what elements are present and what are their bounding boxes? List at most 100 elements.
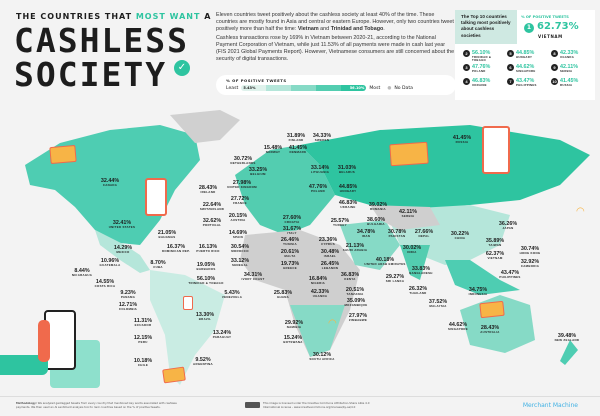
map-label-value: 33.83% [411, 266, 431, 272]
rank-value: 56.10% [472, 50, 491, 56]
map-label-country: NAMIBIA [286, 325, 302, 329]
map-label-value: 12.15% [133, 335, 153, 341]
map-label: 30.48% ISRAEL [321, 249, 339, 258]
methodology-label: Methodology: [16, 401, 37, 405]
map-label-value: 15.24% [283, 335, 303, 341]
map-label: 41.45% DENMARK [289, 145, 307, 154]
map-label-value: 27.72% [230, 196, 250, 202]
map-label-country: ISRAEL [323, 254, 337, 258]
map-label-value: 15.48% [263, 145, 283, 151]
map-label-value: 26.32% [408, 286, 428, 292]
top10-item: 4 46.83% UKRAINE [463, 78, 490, 87]
qr-code-phone-icon [145, 178, 167, 216]
greenland [170, 110, 240, 143]
map-label-country: NIGERIA [310, 281, 326, 285]
map-label-value: 47.76% [308, 184, 328, 190]
rank-country: TRINIDAD & TOBAGO [472, 55, 492, 63]
map-label-value: 31.67% [282, 226, 302, 232]
rank-badge: 3 [463, 64, 470, 71]
map-label-country: BELGIUM [250, 172, 266, 176]
map-label-country: NICARAGUA [71, 273, 93, 277]
map-label-country: SAUDI ARABIA [342, 248, 368, 252]
map-label-value: 8.44% [74, 268, 90, 274]
kicker-text-end: A [200, 12, 212, 21]
map-label: 9.52% ARGENTINA [193, 357, 213, 366]
map-label-value: 20.61% [280, 249, 300, 255]
map-label-country: AUSTRIA [230, 218, 246, 222]
map-label-value: 32.44% [100, 178, 120, 184]
map-label-country: PUERTO RICO [196, 249, 220, 253]
map-label-value: 30.48% [320, 249, 340, 255]
map-label: 29.27% SRI LANKA [386, 274, 404, 283]
map-label-value: 41.45% [288, 145, 308, 151]
brand-logo[interactable]: Merchant Machine [522, 402, 578, 409]
map-label: 16.13% PUERTO RICO [196, 244, 219, 253]
rank-value: 42.11% [560, 64, 578, 70]
map-label: 30.02% INDIA [403, 245, 421, 254]
map-label-value: 25.57% [330, 218, 350, 224]
top10-item: 6 44.62% SINGAPORE [507, 64, 535, 73]
map-label: 12.71% COLOMBIA [119, 302, 137, 311]
map-label-value: 29.27% [385, 274, 405, 280]
phone-payment-terminal-icon [0, 300, 105, 390]
rank-value: 41.45% [560, 78, 579, 84]
methodology: Methodology: We analyzed geotagged tweet… [16, 401, 186, 409]
map-label: 39.48% NEW ZEALAND [555, 333, 580, 342]
legend-nodata: No Data [394, 85, 413, 91]
map-label-value: 43.47% [500, 270, 520, 276]
map-label-value: 38.60% [366, 217, 386, 223]
map-label: 30.12% SOUTH AFRICA [309, 352, 334, 361]
map-label: 20.51% TANZANIA [346, 287, 364, 296]
map-label: 19.73% GREECE [281, 261, 299, 270]
rank-country: SINGAPORE [516, 69, 536, 73]
title-line-1: CASHLESS [14, 21, 189, 60]
rank-value: 44.62% [516, 64, 535, 70]
map-label: 33.25% BELGIUM [249, 167, 267, 176]
map-label: 5.43% VENEZUELA [222, 290, 242, 299]
central-asia [370, 205, 440, 230]
map-label-country: IVORY COAST [241, 277, 265, 281]
map-label-value: 13.30% [195, 312, 215, 318]
map-label-value: 28.43% [480, 325, 500, 331]
intro-p1: Eleven countries tweet positively about … [216, 12, 456, 32]
map-label: 28.43% AUSTRALIA [480, 325, 499, 334]
map-label: 13.24% PARAGUAY [213, 330, 231, 339]
map-label-country: PERU [138, 340, 148, 344]
map-label-country: INDONESIA [468, 292, 488, 296]
map-label: 25.83% GHANA [274, 290, 292, 299]
map-label-country: ITALY [287, 231, 297, 235]
map-label-value: 35.89% [485, 238, 505, 244]
map-label-country: IRAN [361, 234, 371, 238]
map-label: 32.41% UNITED STATES [109, 220, 135, 229]
legend-min: 5.43% [241, 85, 267, 91]
map-label: 27.97% ZIMBABWE [349, 313, 367, 322]
map-label: 15.48% NORWAY [264, 145, 282, 154]
map-label-country: CROATIA [284, 220, 300, 224]
top1-country: VIETNAM [538, 34, 563, 39]
map-label-country: SERBIA [401, 214, 415, 218]
map-label-country: PORTUGAL [202, 223, 222, 227]
map-label-country: SWEDEN [314, 138, 330, 142]
map-label: 46.83% UKRAINE [339, 200, 357, 209]
map-label: 30.78% PAKISTAN [388, 229, 406, 238]
map-label-value: 29.92% [284, 320, 304, 326]
map-label: 36.83% KENYA [341, 272, 359, 281]
map-label-value: 27.98% [232, 180, 252, 186]
rank-value: 44.85% [516, 50, 535, 56]
intro-and: and [318, 25, 331, 32]
map-label-value: 37.52% [428, 299, 448, 305]
map-label-value: 20.15% [228, 213, 248, 219]
map-label-country: HONG KONG [519, 251, 541, 255]
map-label-country: TANZANIA [346, 292, 364, 296]
map-label: 31.67% ITALY [283, 226, 301, 235]
southeast-asia [445, 260, 520, 295]
map-label: 14.29% MEXICO [114, 245, 132, 254]
map-label-value: 10.18% [133, 358, 153, 364]
map-label-country: THAILAND [409, 291, 427, 295]
map-label-country: GUATEMALA [99, 263, 121, 267]
license-text: This image is licensed under the Creativ… [263, 401, 370, 409]
top10-item: 3 47.76% POLAND [463, 64, 490, 73]
map-label-value: 31.89% [286, 133, 306, 139]
middle-east [340, 220, 400, 270]
methodology-text: We analyzed geotagged tweets from every … [16, 401, 177, 409]
